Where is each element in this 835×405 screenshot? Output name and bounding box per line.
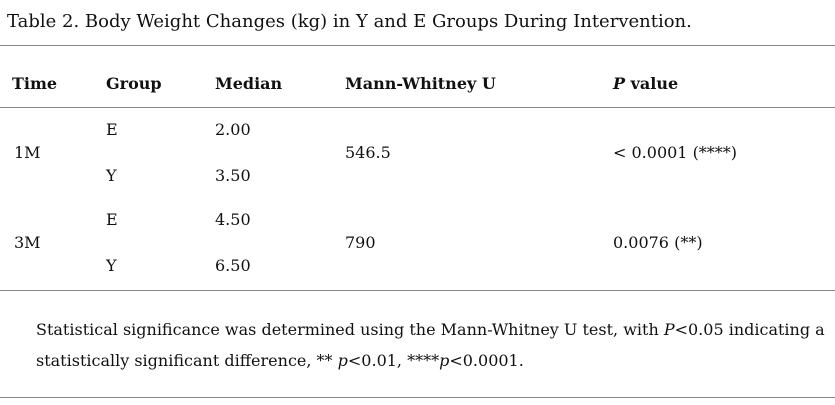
footnote-italic: p: [439, 351, 450, 370]
median-cell: 2.00: [215, 120, 251, 139]
median-cell: 6.50: [215, 256, 251, 275]
u-cell: 546.5: [345, 143, 391, 162]
p-cell: < 0.0001 (****): [613, 143, 738, 162]
footnote: Statistical significance was determined …: [36, 314, 826, 376]
median-cell: 3.50: [215, 166, 251, 185]
table-title: Table 2. Body Weight Changes (kg) in Y a…: [7, 11, 692, 32]
group-cell: Y: [106, 166, 117, 185]
rule: [0, 290, 835, 291]
time-cell: 1M: [14, 143, 41, 162]
median-cell: 4.50: [215, 210, 251, 229]
rule: [0, 397, 835, 398]
group-cell: E: [106, 120, 118, 139]
group-cell: E: [106, 210, 118, 229]
header-text: value: [625, 74, 679, 93]
group-cell: Y: [106, 256, 117, 275]
rule: [0, 107, 835, 108]
u-cell: 790: [345, 233, 376, 252]
footnote-text: <0.0001.: [449, 351, 524, 370]
header-cell: Median: [215, 74, 283, 93]
header-cell: Mann-Whitney U: [345, 74, 496, 93]
footnote-text: <0.01, ****: [347, 351, 440, 370]
time-cell: 3M: [14, 233, 41, 252]
footnote-italic: p: [337, 351, 348, 370]
header-italic: P: [613, 74, 626, 93]
footnote-text: <0.05 indicating a statistically signifi…: [36, 320, 825, 370]
rule: [0, 45, 835, 46]
p-cell: 0.0076 (**): [613, 233, 703, 252]
header-cell: Time: [12, 74, 58, 93]
header-cell: Group: [106, 74, 162, 93]
footnote-italic: P: [663, 320, 675, 339]
footnote-text: Statistical significance was determined …: [36, 320, 664, 339]
header-cell: P value: [613, 74, 678, 94]
